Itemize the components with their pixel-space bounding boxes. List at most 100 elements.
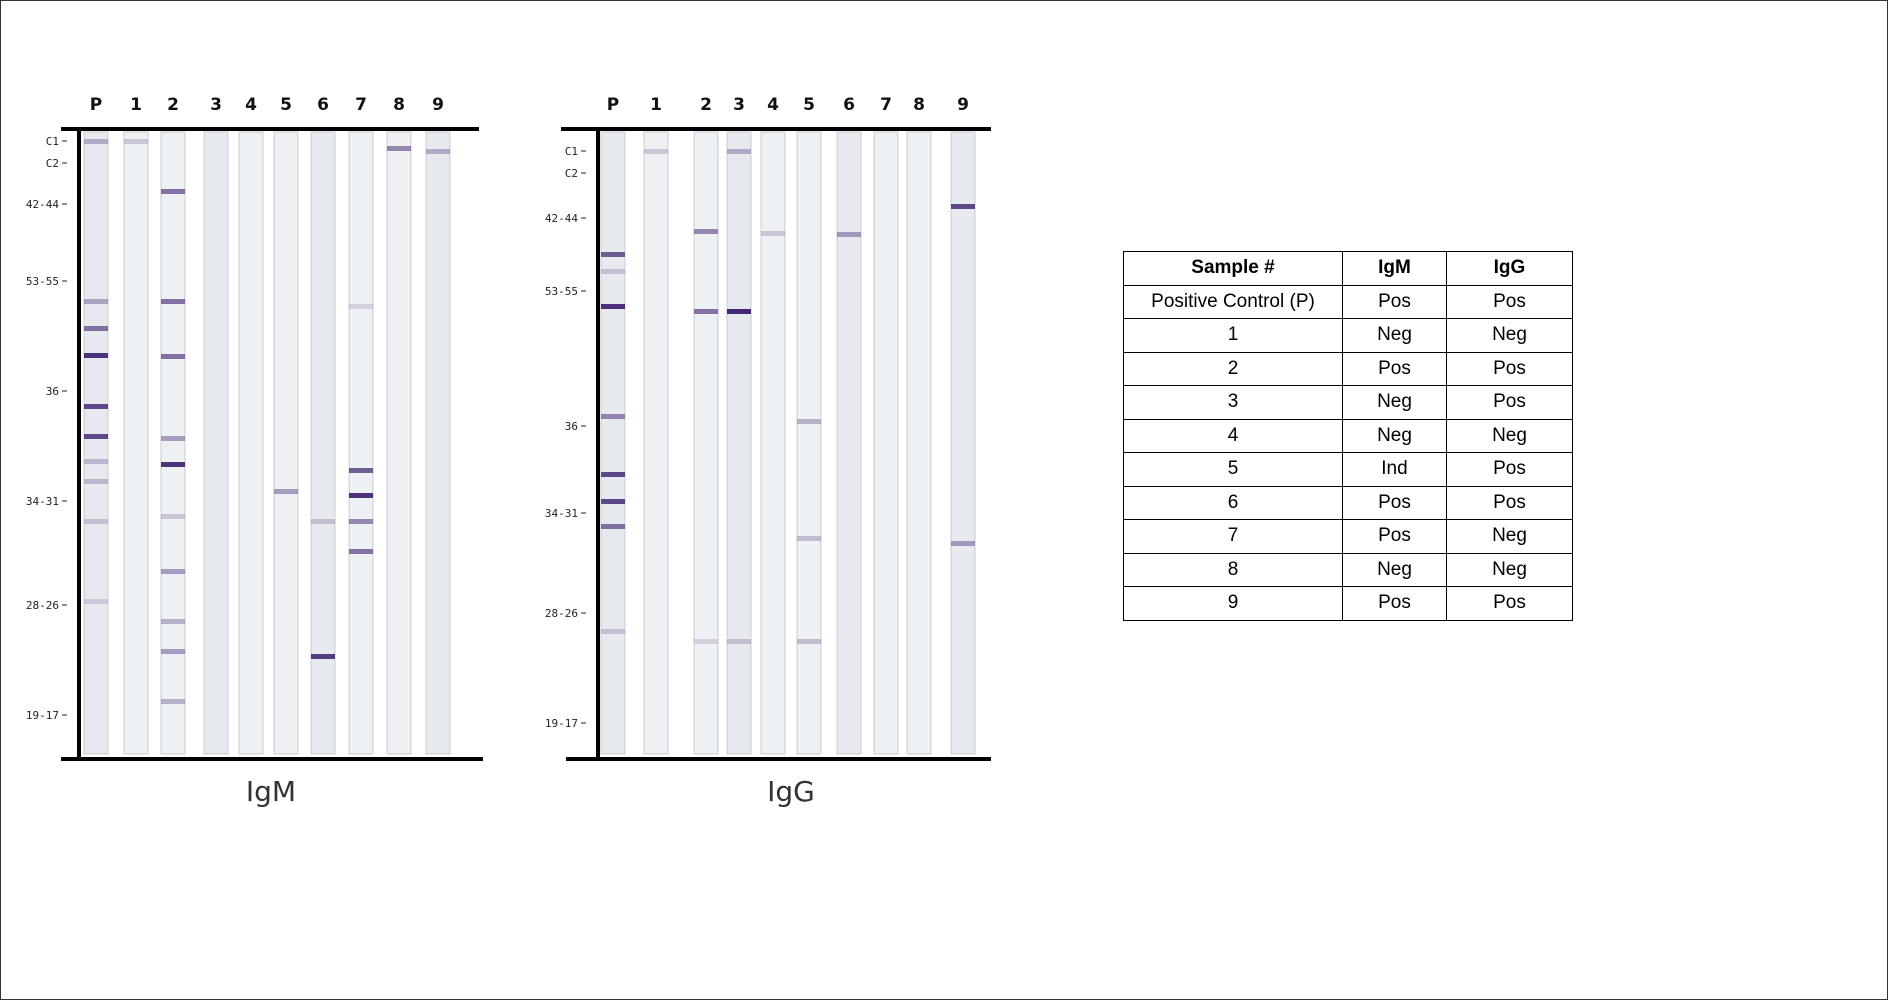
band <box>761 231 785 236</box>
table-row: 5 Ind Pos <box>1123 452 1573 487</box>
band <box>84 459 108 464</box>
table-cell: 1 <box>1123 318 1343 353</box>
band <box>161 569 185 574</box>
header-cell: Sample # <box>1123 251 1343 286</box>
table-cell: 3 <box>1123 385 1343 420</box>
blot-strip <box>906 131 932 755</box>
band <box>797 536 821 541</box>
lane-label: 5 <box>280 95 292 115</box>
band <box>951 204 975 209</box>
table-cell: 2 <box>1123 351 1343 386</box>
band <box>951 541 975 546</box>
blot-strip <box>600 131 626 755</box>
band <box>84 326 108 331</box>
marker-label: 42-44 <box>545 212 578 225</box>
table-cell: 7 <box>1123 519 1343 554</box>
band <box>311 654 335 659</box>
marker-label: 53-55 <box>545 285 578 298</box>
blot-strip <box>950 131 976 755</box>
blot-strip <box>310 131 336 755</box>
band <box>161 649 185 654</box>
table-row: 8 Neg Neg <box>1123 552 1573 587</box>
table-body: Positive Control (P) Pos Pos 1 Neg Neg 2 Pos Pos… <box>1123 284 1573 621</box>
band <box>161 354 185 359</box>
band <box>727 149 751 154</box>
table-cell: Neg <box>1342 418 1447 453</box>
table-row: 9 Pos Pos <box>1123 586 1573 621</box>
band <box>797 639 821 644</box>
band <box>349 549 373 554</box>
table-cell: Pos <box>1446 284 1573 319</box>
band <box>84 519 108 524</box>
marker-label: 28-26 <box>545 607 578 620</box>
blot-strip <box>273 131 299 755</box>
lane-label: 8 <box>913 95 925 115</box>
blot-strip <box>123 131 149 755</box>
band <box>601 629 625 634</box>
lane-label: 4 <box>767 95 779 115</box>
band <box>644 149 668 154</box>
blot-strip <box>348 131 374 755</box>
lane-label: 6 <box>843 95 855 115</box>
blot-strip <box>836 131 862 755</box>
blot-strip <box>726 131 752 755</box>
table-cell: 8 <box>1123 552 1343 587</box>
lane-label: 3 <box>733 95 745 115</box>
blot-strip <box>796 131 822 755</box>
blot-strip <box>160 131 186 755</box>
lane-label: 9 <box>432 95 444 115</box>
band <box>601 499 625 504</box>
marker-label: C1 <box>565 145 578 158</box>
table-cell: Neg <box>1342 552 1447 587</box>
lane-label: 7 <box>880 95 892 115</box>
lane-label: 2 <box>167 95 179 115</box>
band <box>84 434 108 439</box>
marker-label: 19-17 <box>545 717 578 730</box>
lane-label: 7 <box>355 95 367 115</box>
band <box>161 514 185 519</box>
table-row: Positive Control (P) Pos Pos <box>1123 284 1573 319</box>
lane-label: 4 <box>245 95 257 115</box>
band <box>601 414 625 419</box>
table-cell: Positive Control (P) <box>1123 284 1343 319</box>
table-cell: Neg <box>1342 385 1447 420</box>
band <box>311 519 335 524</box>
band <box>161 436 185 441</box>
band <box>349 304 373 309</box>
blot-strip <box>873 131 899 755</box>
band <box>84 404 108 409</box>
blot-strip <box>425 131 451 755</box>
band <box>274 489 298 494</box>
lane-label: 1 <box>650 95 662 115</box>
lane-label: 3 <box>210 95 222 115</box>
band <box>161 189 185 194</box>
blot-strip <box>386 131 412 755</box>
marker-label: C2 <box>565 167 578 180</box>
band <box>387 146 411 151</box>
table-cell: Pos <box>1446 586 1573 621</box>
lane-label: P <box>607 95 619 115</box>
band <box>161 619 185 624</box>
band <box>694 229 718 234</box>
blot-strip <box>238 131 264 755</box>
marker-label: 34-31 <box>545 507 578 520</box>
table-cell: Pos <box>1342 485 1447 520</box>
table-cell: Pos <box>1446 385 1573 420</box>
band <box>797 419 821 424</box>
table-cell: Neg <box>1446 519 1573 554</box>
header-cell: IgM <box>1342 251 1447 286</box>
band <box>601 524 625 529</box>
table-cell: Neg <box>1446 418 1573 453</box>
table-row: 3 Neg Pos <box>1123 385 1573 420</box>
marker-label: 53-55 <box>26 275 59 288</box>
header-cell: IgG <box>1446 251 1573 286</box>
lane-label: 9 <box>957 95 969 115</box>
lane-label: 2 <box>700 95 712 115</box>
band <box>161 699 185 704</box>
marker-label: 36 <box>565 420 578 433</box>
table-cell: 5 <box>1123 452 1343 487</box>
table-row: 7 Pos Neg <box>1123 519 1573 554</box>
band <box>161 299 185 304</box>
